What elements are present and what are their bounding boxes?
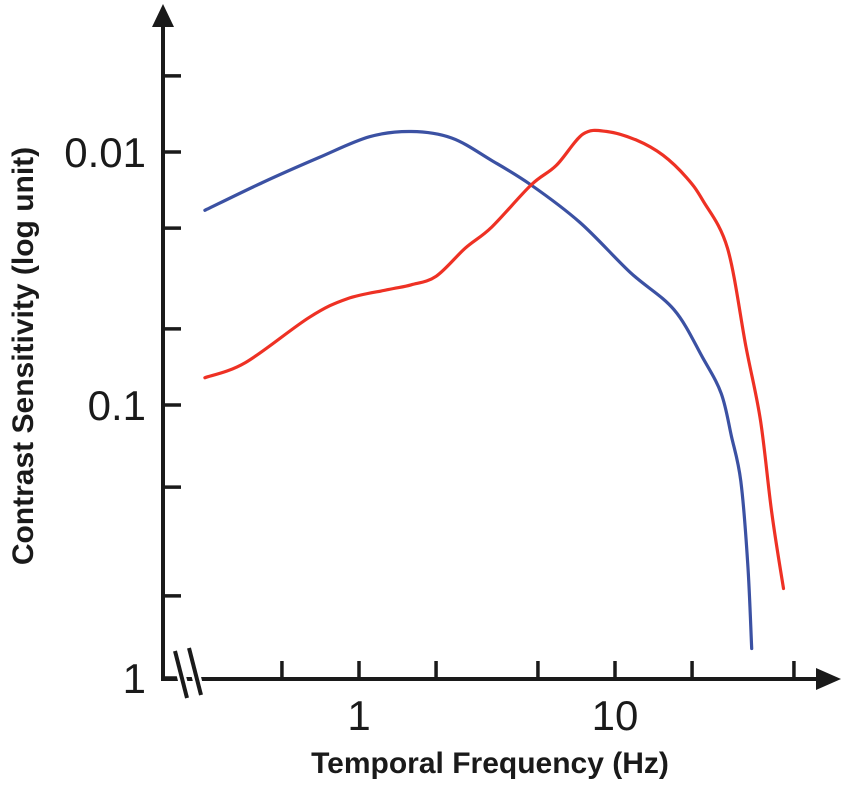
y-axis-title: Contrast Sensitivity (log unit): [7, 146, 40, 566]
y-tick-label: 0.1: [88, 382, 146, 429]
y-tick-label: 0.01: [64, 129, 146, 176]
x-axis-arrow-icon: [816, 668, 841, 690]
y-tick-label: 1: [123, 655, 146, 702]
data-curves: [203, 128, 786, 651]
axes: [152, 4, 841, 690]
x-tick-label: 1: [347, 692, 370, 739]
axis-break-slash: [187, 647, 203, 696]
red-curve: [203, 128, 786, 591]
y-axis-arrow-icon: [152, 4, 174, 27]
x-axis-break-icon: [170, 646, 206, 700]
blue-curve: [203, 129, 754, 651]
x-axis-title: Temporal Frequency (Hz): [311, 747, 669, 780]
axis-break-slash: [173, 650, 189, 699]
tick-labels: 0.01 0.1 1 1 10: [64, 129, 638, 739]
tick-marks: [163, 74, 796, 680]
x-tick-label: 10: [592, 692, 639, 739]
